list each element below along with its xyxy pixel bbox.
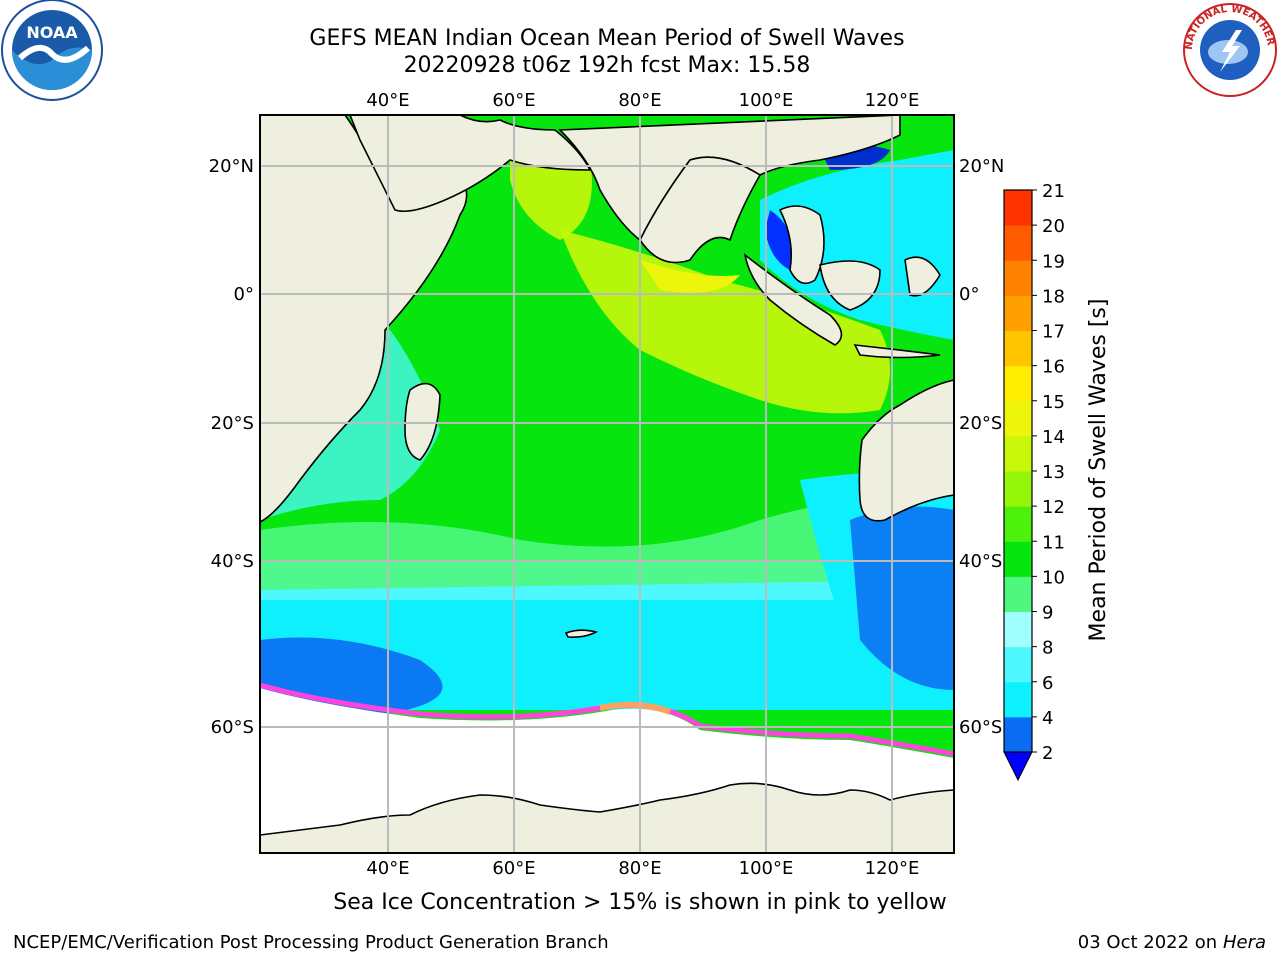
lon-label-top: 120°E bbox=[865, 90, 920, 111]
footer-host: Hera bbox=[1222, 932, 1266, 953]
colorbar-tick-label: 17 bbox=[1042, 322, 1065, 343]
land-masses bbox=[260, 115, 954, 853]
colorbar-segment bbox=[1004, 646, 1032, 683]
lat-label-left: 40°S bbox=[211, 551, 254, 572]
colorbar-tick-label: 11 bbox=[1042, 532, 1065, 553]
colorbar-segment bbox=[1004, 260, 1032, 296]
colorbar-under-arrow bbox=[1003, 751, 1033, 782]
land-madagascar bbox=[404, 382, 441, 461]
colorbar-tick-label: 14 bbox=[1042, 427, 1065, 448]
colorbar-tick-label: 6 bbox=[1042, 673, 1053, 694]
lat-label-left: 20°N bbox=[209, 156, 254, 177]
footer-date: 03 Oct 2022 on Hera bbox=[1078, 932, 1266, 953]
ocean-indonesian-seas bbox=[760, 150, 954, 340]
lat-labels-left: 20°N 0° 20°S 40°S 60°S bbox=[209, 156, 254, 738]
colorbar-tick-label: 21 bbox=[1042, 181, 1065, 202]
colorbar-tick-label: 16 bbox=[1042, 357, 1065, 378]
colorbar-segment bbox=[1004, 716, 1032, 753]
noaa-logo: NOAA bbox=[1, 0, 103, 101]
lon-label-bottom: 40°E bbox=[366, 858, 409, 879]
lon-label-bottom: 60°E bbox=[492, 858, 535, 879]
lon-label-top: 80°E bbox=[618, 90, 661, 111]
lon-labels-bottom: 40°E 60°E 80°E 100°E 120°E bbox=[366, 858, 919, 879]
colorbar-segment bbox=[1004, 400, 1032, 437]
land-antarctica bbox=[260, 782, 954, 853]
chart-subtitle: 20220928 t06z 192h fcst Max: 15.58 bbox=[403, 53, 811, 78]
colorbar-tick-label: 12 bbox=[1042, 497, 1065, 518]
colorbar-tick-label: 2 bbox=[1042, 743, 1053, 764]
colorbar-segment bbox=[1004, 295, 1032, 331]
colorbar-label: Mean Period of Swell Waves [s] bbox=[1086, 299, 1111, 642]
land-sumatra bbox=[743, 253, 843, 346]
colorbar-ticks: 2 4 6 8 9 10 11 12 13 14 15 16 17 18 19 20 21 bbox=[1032, 181, 1065, 764]
colorbar-tick-label: 20 bbox=[1042, 216, 1065, 237]
lat-label-right: 60°S bbox=[959, 717, 1002, 738]
long-period-patch-core bbox=[640, 260, 740, 293]
lat-label-right: 0° bbox=[959, 284, 979, 305]
map-frame bbox=[259, 114, 955, 854]
ocean-band-transition bbox=[260, 497, 954, 590]
colorbar-segment bbox=[1004, 190, 1032, 226]
colorbar-tick-label: 8 bbox=[1042, 638, 1053, 659]
colorbar-segments bbox=[1004, 190, 1032, 753]
lat-label-right: 20°N bbox=[959, 156, 1004, 177]
lon-label-top: 60°E bbox=[492, 90, 535, 111]
colorbar-tick-label: 15 bbox=[1042, 392, 1065, 413]
lat-labels-right: 20°N 0° 20°S 40°S 60°S bbox=[959, 156, 1004, 738]
lat-label-left: 60°S bbox=[211, 717, 254, 738]
footer-credit: NCEP/EMC/Verification Post Processing Pr… bbox=[13, 932, 609, 953]
colorbar-segment bbox=[1004, 576, 1032, 612]
lon-label-bottom: 80°E bbox=[618, 858, 661, 879]
lon-label-bottom: 120°E bbox=[865, 858, 920, 879]
chart-title: GEFS MEAN Indian Ocean Mean Period of Sw… bbox=[309, 26, 905, 51]
colorbar-tick-label: 4 bbox=[1042, 708, 1053, 729]
ocean-east-short-period bbox=[850, 506, 954, 690]
land-indochina bbox=[778, 205, 825, 285]
colorbar-segment bbox=[1004, 681, 1032, 718]
colorbar-segment bbox=[1004, 611, 1032, 648]
colorbar-segment bbox=[1004, 330, 1032, 367]
lat-label-right: 40°S bbox=[959, 551, 1002, 572]
colorbar-segment bbox=[1004, 435, 1032, 472]
nws-logo: NATIONAL WEATHER SERVICE bbox=[1178, 0, 1277, 97]
sea-ice-caption: Sea Ice Concentration > 15% is shown in … bbox=[333, 890, 947, 915]
noaa-logo-text: NOAA bbox=[26, 23, 78, 42]
colorbar: 2 4 6 8 9 10 11 12 13 14 15 16 17 18 19 20 21 Mean Perio… bbox=[1003, 181, 1111, 782]
long-period-patch-equatorial bbox=[560, 230, 890, 414]
land-kerguelen bbox=[564, 629, 599, 638]
land-australia bbox=[858, 379, 954, 522]
land-india-east bbox=[639, 156, 762, 264]
colorbar-tick-label: 10 bbox=[1042, 567, 1065, 588]
colorbar-tick-label: 18 bbox=[1042, 286, 1065, 307]
colorbar-segment bbox=[1004, 541, 1032, 577]
lon-label-top: 100°E bbox=[739, 90, 794, 111]
colorbar-segment bbox=[1004, 471, 1032, 507]
lat-label-left: 0° bbox=[234, 284, 254, 305]
colorbar-tick-label: 9 bbox=[1042, 603, 1053, 624]
ocean-andaman-low bbox=[765, 210, 793, 270]
colorbar-segment bbox=[1004, 365, 1032, 402]
colorbar-tick-label: 19 bbox=[1042, 251, 1065, 272]
lat-label-left: 20°S bbox=[211, 413, 254, 434]
land-java bbox=[853, 344, 941, 359]
colorbar-tick-label: 13 bbox=[1042, 462, 1065, 483]
colorbar-segment bbox=[1004, 506, 1032, 542]
footer-date-text: 03 Oct 2022 on bbox=[1077, 932, 1223, 953]
lon-label-bottom: 100°E bbox=[739, 858, 794, 879]
graticule bbox=[260, 115, 954, 853]
colorbar-segment bbox=[1004, 225, 1032, 261]
sea-ice-edge-thick bbox=[599, 701, 672, 715]
lon-labels-top: 40°E 60°E 80°E 100°E 120°E bbox=[366, 90, 919, 111]
lat-label-right: 20°S bbox=[959, 413, 1002, 434]
map-panel bbox=[260, 115, 954, 853]
lon-label-top: 40°E bbox=[366, 90, 409, 111]
land-sulawesi bbox=[904, 256, 941, 297]
